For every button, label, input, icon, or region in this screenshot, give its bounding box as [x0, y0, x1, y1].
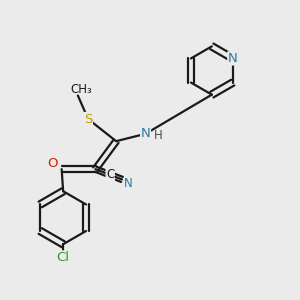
- Text: CH₃: CH₃: [70, 83, 92, 96]
- Text: N: N: [141, 127, 151, 140]
- Text: N: N: [228, 52, 238, 65]
- Text: O: O: [48, 157, 58, 170]
- Text: N: N: [124, 177, 133, 190]
- Text: H: H: [154, 129, 162, 142]
- Text: C: C: [106, 168, 114, 181]
- Text: Cl: Cl: [57, 251, 70, 264]
- Text: S: S: [84, 112, 92, 126]
